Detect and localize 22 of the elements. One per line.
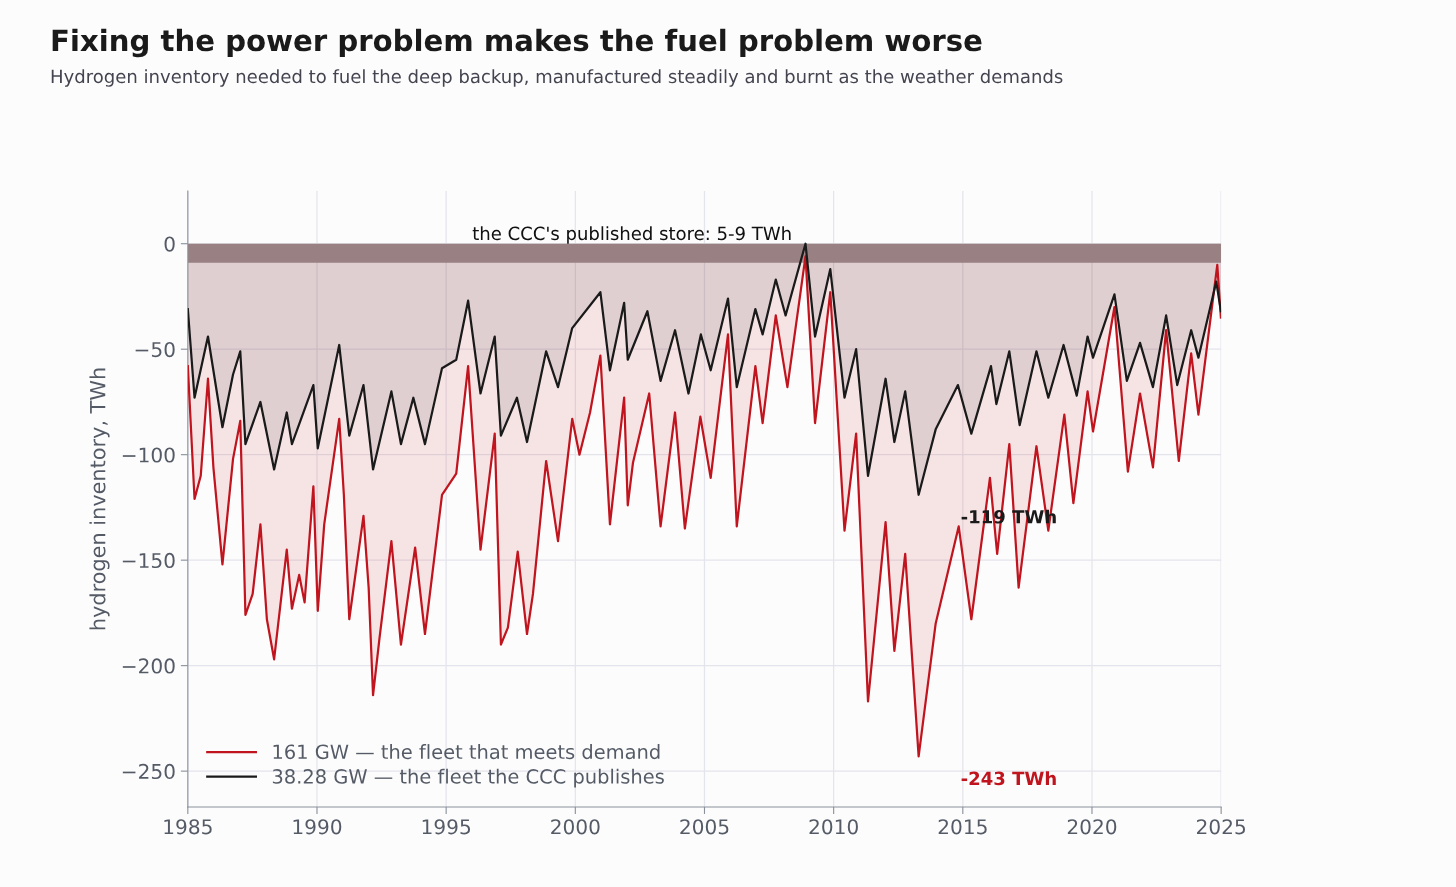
x-tick-label: 2015 bbox=[938, 819, 987, 835]
y-tick-label: −200 bbox=[122, 658, 175, 674]
x-tick-label: 2000 bbox=[551, 819, 600, 835]
x-tick-label: 2025 bbox=[1197, 819, 1246, 835]
y-tick-label: −50 bbox=[135, 341, 175, 358]
annotation: -243 TWh bbox=[961, 771, 1056, 786]
y-tick-label: −150 bbox=[122, 552, 175, 569]
band-label: the CCC's published store: 5-9 TWh bbox=[472, 226, 791, 244]
x-tick-label: 2010 bbox=[809, 819, 858, 835]
chart-subtitle: Hydrogen inventory needed to fuel the deep backup, manufactured steadily and burnt as the weather demands bbox=[51, 69, 1063, 87]
x-tick-label: 2020 bbox=[1067, 819, 1117, 835]
legend-label: 38.28 GW — the fleet the CCC publishes bbox=[272, 768, 664, 788]
y-tick-label: −250 bbox=[122, 763, 175, 780]
chart-title: Fixing the power problem makes the fuel problem worse bbox=[52, 28, 982, 58]
y-tick-label: 0 bbox=[164, 236, 175, 252]
y-tick-label: −100 bbox=[122, 447, 175, 463]
x-tick-label: 1995 bbox=[422, 819, 471, 835]
x-tick-label: 1990 bbox=[293, 819, 342, 835]
legend-label: 161 GW — the fleet that meets demand bbox=[273, 744, 660, 760]
y-axis-title: hydrogen inventory, TWh bbox=[89, 368, 110, 630]
x-tick-label: 1985 bbox=[164, 819, 212, 835]
x-tick-label: 2005 bbox=[680, 819, 729, 835]
